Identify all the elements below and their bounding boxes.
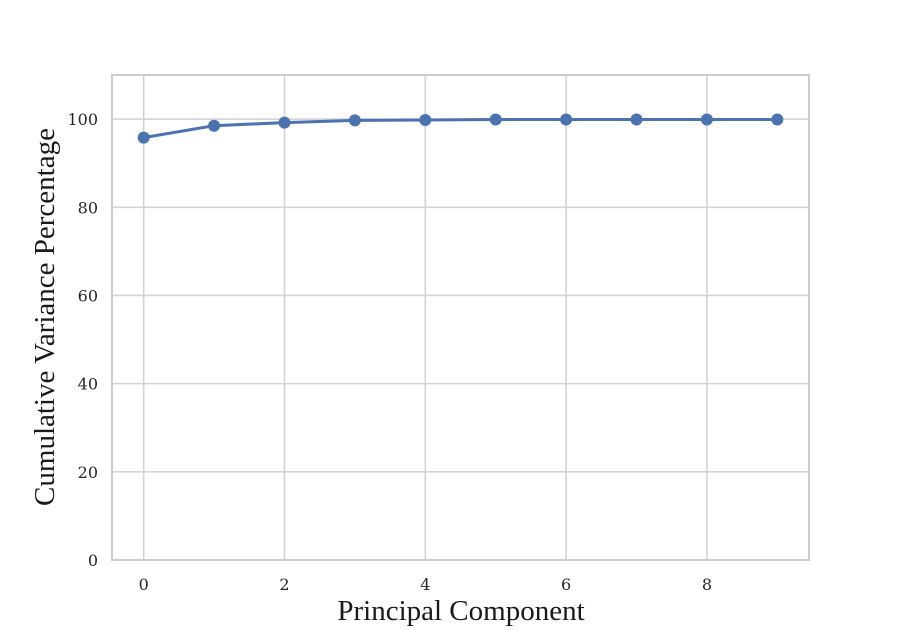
x-axis-label: Principal Component [337,595,584,627]
data-point [208,119,221,132]
y-tick-label: 100 [67,110,98,129]
x-tick-label: 8 [702,575,712,594]
x-tick-labels: 0 2 4 6 8 [139,575,712,594]
y-axis-label: Cumulative Variance Percentage [29,128,61,506]
x-tick-label: 6 [561,575,571,594]
series-group [137,113,784,144]
y-tick-label: 80 [78,198,98,217]
data-point [560,113,573,126]
x-tick-label: 4 [420,575,430,594]
y-tick-label: 40 [78,375,98,394]
y-tick-label: 0 [88,551,98,570]
grid-lines [112,75,809,561]
series-line [142,118,779,140]
y-tick-label: 60 [78,286,98,305]
data-point [700,113,713,126]
data-point [419,113,432,126]
data-point [771,113,784,126]
data-point [348,114,361,127]
y-tick-label: 20 [78,463,98,482]
x-tick-label: 2 [279,575,289,594]
plot-frame [111,74,810,561]
y-tick-labels: 0 20 40 60 80 100 [67,110,98,570]
x-tick-label: 0 [139,575,149,594]
data-point [630,113,643,126]
data-point [137,131,150,144]
data-point [278,116,291,129]
data-point [489,113,502,126]
